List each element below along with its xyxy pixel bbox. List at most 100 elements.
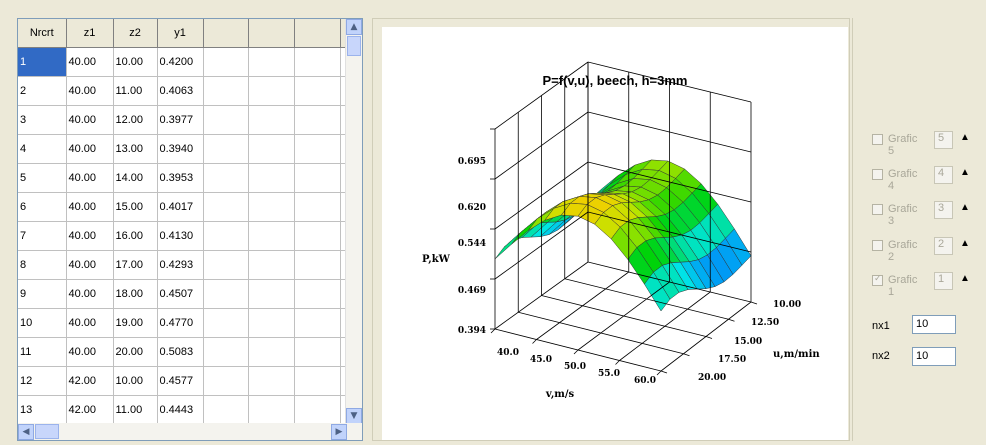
grafic-spin-value[interactable]: 5: [934, 131, 953, 149]
table-cell[interactable]: [203, 105, 249, 135]
table-cell[interactable]: 40.00: [66, 76, 114, 106]
table-cell[interactable]: 10.00: [113, 366, 158, 396]
table-cell[interactable]: [248, 395, 295, 425]
table-cell[interactable]: 7: [18, 221, 67, 251]
table-row[interactable]: 5 40.00 14.00 0.3953: [18, 163, 349, 193]
table-row[interactable]: 9 40.00 18.00 0.4507: [18, 279, 349, 309]
table-cell[interactable]: 40.00: [66, 192, 114, 222]
table-cell[interactable]: [248, 47, 295, 77]
table-row[interactable]: 11 40.00 20.00 0.5083: [18, 337, 349, 367]
table-cell[interactable]: [203, 337, 249, 367]
table-cell[interactable]: 40.00: [66, 337, 114, 367]
grafic-checkbox[interactable]: [872, 240, 883, 251]
table-cell[interactable]: [294, 337, 341, 367]
table-cell[interactable]: 0.3940: [157, 134, 204, 164]
table-cell[interactable]: [294, 134, 341, 164]
table-cell[interactable]: [248, 163, 295, 193]
grafic-spin-value[interactable]: 4: [934, 166, 953, 184]
table-cell[interactable]: [294, 221, 341, 251]
table-row[interactable]: 1 40.00 10.00 0.4200: [18, 47, 349, 77]
table-cell[interactable]: [203, 250, 249, 280]
scroll-right-icon[interactable]: ▶: [331, 424, 347, 440]
table-row[interactable]: 10 40.00 19.00 0.4770: [18, 308, 349, 338]
table-cell[interactable]: 0.4293: [157, 250, 204, 280]
table-cell[interactable]: 0.4200: [157, 47, 204, 77]
table-cell[interactable]: 4: [18, 134, 67, 164]
table-cell[interactable]: 40.00: [66, 163, 114, 193]
table-cell[interactable]: 14.00: [113, 163, 158, 193]
table-row[interactable]: 13 42.00 11.00 0.4443: [18, 395, 349, 425]
table-cell[interactable]: 40.00: [66, 279, 114, 309]
table-cell[interactable]: [203, 221, 249, 251]
table-cell[interactable]: 13.00: [113, 134, 158, 164]
table-cell[interactable]: 10.00: [113, 47, 158, 77]
table-cell[interactable]: [203, 279, 249, 309]
spin-updown-icon[interactable]: ▲: [960, 273, 970, 284]
grafic-checkbox[interactable]: [872, 134, 883, 145]
column-header[interactable]: [248, 19, 295, 48]
table-cell[interactable]: 0.3977: [157, 105, 204, 135]
table-cell[interactable]: [248, 134, 295, 164]
table-cell[interactable]: [248, 279, 295, 309]
nx2-field[interactable]: 10: [912, 347, 956, 366]
table-row[interactable]: 2 40.00 11.00 0.4063: [18, 76, 349, 106]
vertical-scroll-thumb[interactable]: [347, 36, 361, 56]
table-row[interactable]: 6 40.00 15.00 0.4017: [18, 192, 349, 222]
table-cell[interactable]: 40.00: [66, 134, 114, 164]
table-cell[interactable]: [248, 221, 295, 251]
table-cell[interactable]: 5: [18, 163, 67, 193]
table-cell[interactable]: [248, 308, 295, 338]
table-cell[interactable]: 40.00: [66, 105, 114, 135]
table-row[interactable]: 12 42.00 10.00 0.4577: [18, 366, 349, 396]
scroll-left-icon[interactable]: ◀: [18, 424, 34, 440]
column-header[interactable]: [294, 19, 341, 48]
scroll-down-icon[interactable]: ▼: [346, 408, 362, 424]
column-header[interactable]: Nrcrt: [18, 19, 67, 48]
table-cell[interactable]: [294, 105, 341, 135]
table-cell[interactable]: [294, 163, 341, 193]
table-cell[interactable]: [203, 366, 249, 396]
horizontal-scrollbar[interactable]: ◀ ▶: [18, 423, 362, 440]
table-cell[interactable]: [294, 366, 341, 396]
table-row[interactable]: 7 40.00 16.00 0.4130: [18, 221, 349, 251]
table-cell[interactable]: 40.00: [66, 308, 114, 338]
table-cell[interactable]: 19.00: [113, 308, 158, 338]
table-cell[interactable]: 40.00: [66, 250, 114, 280]
table-cell[interactable]: 15.00: [113, 192, 158, 222]
table-cell[interactable]: 40.00: [66, 47, 114, 77]
data-grid[interactable]: Nrcrt z1 z2 y1 1 40.00 10.00 0.4200 2 40.00 11.00…: [17, 18, 363, 441]
vertical-scrollbar[interactable]: ▲ ▼: [345, 19, 362, 424]
spin-updown-icon[interactable]: ▲: [960, 167, 970, 178]
spin-updown-icon[interactable]: ▲: [960, 238, 970, 249]
grafic-spin-value[interactable]: 2: [934, 237, 953, 255]
grafic-checkbox[interactable]: [872, 169, 883, 180]
table-cell[interactable]: [248, 366, 295, 396]
table-cell[interactable]: 0.4017: [157, 192, 204, 222]
grafic-spin-value[interactable]: 1: [934, 272, 953, 290]
table-cell[interactable]: 1: [18, 47, 67, 77]
table-cell[interactable]: 12.00: [113, 105, 158, 135]
table-cell[interactable]: [203, 308, 249, 338]
table-cell[interactable]: 6: [18, 192, 67, 222]
table-cell[interactable]: 13: [18, 395, 67, 425]
column-header[interactable]: y1: [157, 19, 204, 48]
table-cell[interactable]: 8: [18, 250, 67, 280]
scroll-up-icon[interactable]: ▲: [346, 19, 362, 35]
table-cell[interactable]: [294, 47, 341, 77]
table-cell[interactable]: [203, 163, 249, 193]
table-row[interactable]: 3 40.00 12.00 0.3977: [18, 105, 349, 135]
column-header[interactable]: z2: [113, 19, 158, 48]
spin-updown-icon[interactable]: ▲: [960, 132, 970, 143]
table-cell[interactable]: [294, 395, 341, 425]
grafic-spin-value[interactable]: 3: [934, 201, 953, 219]
horizontal-scroll-thumb[interactable]: [35, 424, 59, 439]
table-cell[interactable]: 0.4770: [157, 308, 204, 338]
table-cell[interactable]: [248, 337, 295, 367]
table-cell[interactable]: 0.4443: [157, 395, 204, 425]
table-cell[interactable]: [203, 192, 249, 222]
table-cell[interactable]: [203, 47, 249, 77]
table-cell[interactable]: [248, 192, 295, 222]
grafic-checkbox[interactable]: ✓: [872, 273, 883, 286]
table-cell[interactable]: [203, 134, 249, 164]
table-cell[interactable]: 0.5083: [157, 337, 204, 367]
